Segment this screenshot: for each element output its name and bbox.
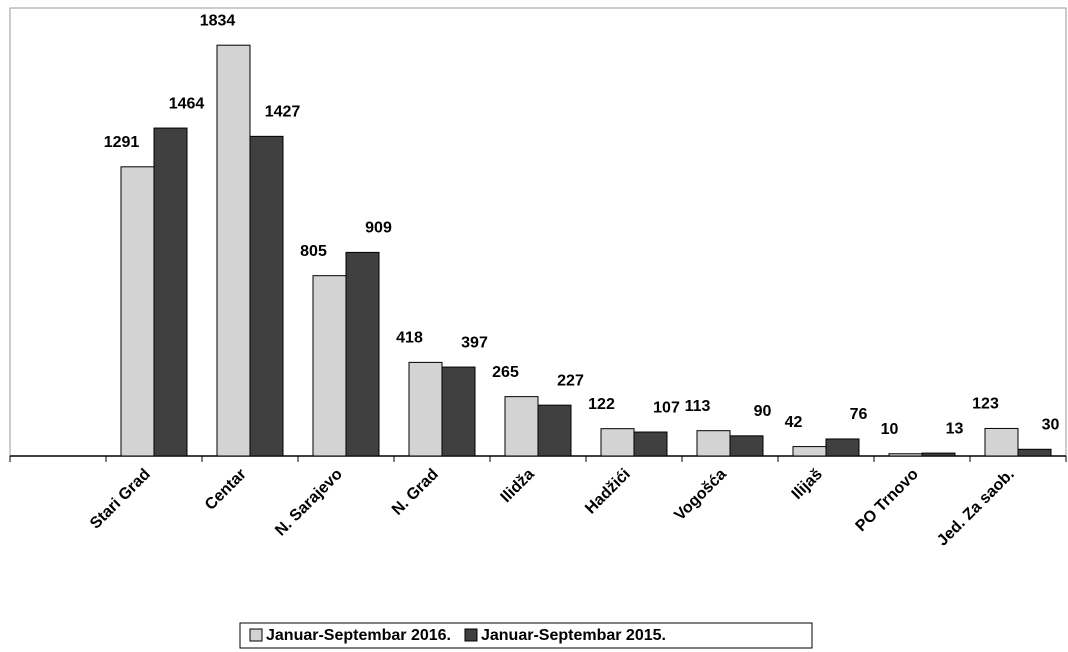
bar: [408, 361, 443, 457]
x-tick-label: Jed. Za saob.: [934, 466, 1018, 550]
x-tick-label: Vogošća: [671, 466, 729, 524]
bar: [312, 275, 347, 457]
legend-swatch: [464, 628, 478, 642]
data-label: 227: [557, 372, 584, 389]
bar: [537, 404, 572, 457]
data-label: 122: [588, 396, 615, 413]
x-tick-label: Centar: [202, 466, 250, 514]
data-label: 13: [946, 420, 964, 437]
bar: [825, 438, 860, 457]
data-label: 397: [461, 334, 488, 351]
data-label: 1834: [200, 12, 236, 29]
data-label: 76: [850, 406, 868, 423]
data-label: 113: [685, 398, 711, 415]
bar: [153, 127, 188, 457]
bar: [1017, 448, 1052, 457]
bar: [441, 366, 476, 457]
data-label: 1464: [169, 95, 205, 112]
data-label: 30: [1042, 416, 1060, 433]
data-label: 265: [492, 364, 519, 381]
legend-label: Januar-Septembar 2015.: [481, 627, 666, 644]
bar: [504, 396, 539, 457]
x-tick-label: Ilijaš: [789, 466, 826, 503]
data-label: 90: [754, 403, 772, 420]
data-label: 909: [365, 220, 392, 237]
bar: [888, 453, 923, 457]
legend-label: Januar-Septembar 2016.: [266, 627, 451, 644]
x-tick-label: N. Grad: [389, 466, 442, 519]
bar: [600, 428, 635, 457]
bar: [921, 452, 956, 457]
bar: [345, 251, 380, 457]
bar: [729, 435, 764, 457]
x-tick-label: Hadžići: [582, 466, 634, 518]
data-label: 805: [300, 243, 327, 260]
legend-box: [239, 622, 813, 649]
bar: [249, 135, 284, 457]
x-tick-label: Stari Grad: [87, 466, 154, 533]
data-label: 10: [881, 421, 899, 438]
data-label: 123: [972, 396, 999, 413]
legend-swatch: [249, 628, 263, 642]
data-label: 1427: [265, 104, 301, 121]
x-tick-label: PO Trnovo: [853, 466, 922, 535]
bar: [120, 166, 155, 457]
x-tick-label: Ilidža: [497, 466, 537, 506]
data-label: 418: [396, 330, 423, 347]
bar: [792, 446, 827, 457]
data-label: 42: [785, 414, 803, 431]
data-label: 1291: [104, 134, 140, 151]
data-label: 107: [653, 399, 680, 416]
bar: [984, 427, 1019, 457]
bar: [696, 430, 731, 457]
x-tick-label: N. Sarajevo: [272, 466, 346, 540]
bar: [633, 431, 668, 457]
bar: [216, 44, 251, 457]
